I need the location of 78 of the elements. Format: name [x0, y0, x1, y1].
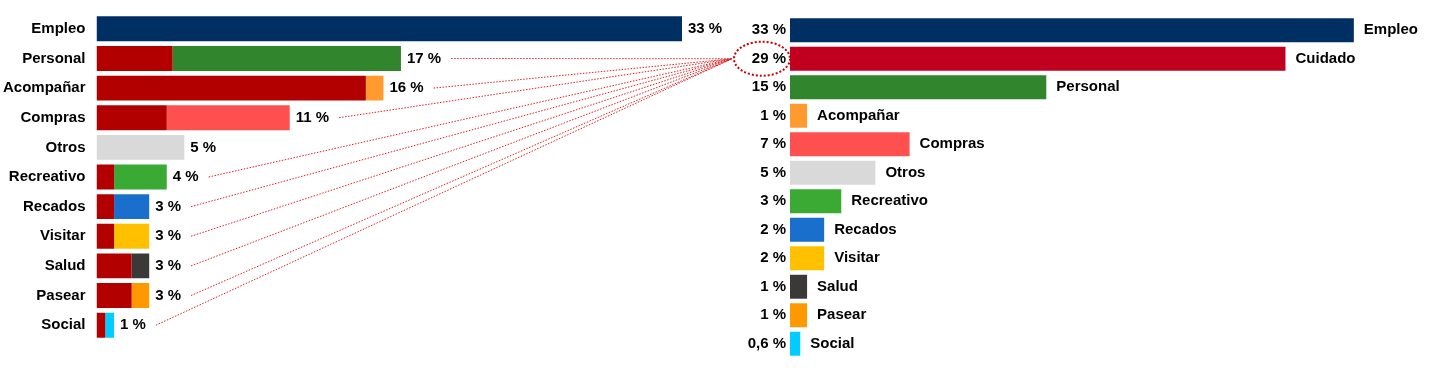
y-tick-label: Pasear: [36, 285, 86, 303]
annotation: 3 %: [155, 196, 182, 214]
data-label: 33 %: [751, 20, 786, 38]
bar: [790, 103, 808, 128]
y-tick-label: Visitar: [39, 226, 86, 244]
bar: [96, 105, 167, 131]
bar: [96, 75, 366, 101]
bar: [114, 164, 167, 190]
bar: [96, 46, 173, 71]
bar: [790, 274, 808, 299]
y-tick-label: Empleo: [1363, 20, 1419, 38]
annotation: 17 %: [406, 48, 442, 66]
bar: [790, 303, 808, 328]
data-label: 15 %: [751, 77, 786, 95]
bar: [96, 164, 115, 190]
bar: [96, 312, 106, 338]
bar: [790, 189, 842, 214]
y-tick-label: Recreativo: [8, 167, 86, 185]
annotation: 3 %: [155, 256, 182, 274]
bar: [790, 160, 876, 185]
data-label: 5 %: [760, 162, 786, 180]
annotation: 5 %: [190, 137, 217, 155]
y-tick-label: Pasear: [817, 305, 867, 323]
bar: [790, 217, 825, 242]
bar: [96, 223, 115, 249]
bar: [790, 18, 1354, 43]
data-label: 2 %: [760, 248, 786, 266]
bar: [114, 223, 150, 249]
bar: [96, 194, 115, 220]
bar: [105, 312, 115, 338]
y-tick-label: Compras: [919, 134, 985, 152]
data-label: 1 %: [760, 105, 786, 123]
bar: [96, 253, 132, 279]
annotation: 3 %: [155, 226, 182, 244]
bar: [131, 283, 150, 308]
bar: [790, 331, 801, 356]
annotation: 16 %: [389, 78, 424, 96]
bar: [114, 194, 150, 220]
data-label: 2 %: [760, 219, 786, 237]
bar: [790, 46, 1286, 71]
y-tick-label: Recreativo: [851, 191, 928, 209]
y-tick-label: Personal: [1056, 77, 1120, 95]
bar: [365, 75, 384, 101]
y-tick-label: Recados: [22, 196, 86, 214]
bar: [96, 16, 682, 42]
y-tick-label: Otros: [45, 137, 86, 155]
annotation: 4 %: [172, 167, 199, 185]
bar: [96, 134, 185, 160]
bar: [790, 246, 825, 271]
y-tick-label: Recados: [834, 219, 897, 237]
y-tick-label: Social: [41, 315, 86, 333]
y-tick-label: Compras: [20, 107, 86, 125]
bar: [166, 105, 290, 131]
annotation: 1 %: [120, 315, 146, 333]
data-label: 29 %: [751, 48, 786, 66]
data-label: 3 %: [760, 191, 786, 209]
y-tick-label: Acompañar: [2, 78, 86, 96]
y-tick-label: Personal: [22, 48, 86, 66]
bar: [131, 253, 150, 279]
annotation: 11 %: [295, 107, 330, 125]
bar: [172, 46, 401, 71]
bar: [790, 75, 1047, 100]
data-label: 1 %: [760, 276, 786, 294]
y-tick-label: Visitar: [834, 248, 880, 266]
text: 33 %: [688, 18, 723, 36]
y-tick-label: Cuidado: [1295, 48, 1356, 66]
bar: [790, 132, 910, 157]
y-tick-label: Otros: [885, 162, 926, 180]
y-tick-label: Empleo: [31, 18, 86, 36]
y-tick-label: Salud: [44, 256, 86, 274]
y-tick-label: Acompañar: [817, 105, 900, 123]
bar: [96, 283, 132, 308]
data-label: 7 %: [760, 134, 786, 152]
y-tick-label: Social: [810, 333, 855, 351]
annotation: 3 %: [155, 285, 182, 303]
y-tick-label: Salud: [817, 276, 858, 294]
data-label: 1 %: [760, 305, 786, 323]
data-label: 0,6 %: [747, 333, 786, 351]
